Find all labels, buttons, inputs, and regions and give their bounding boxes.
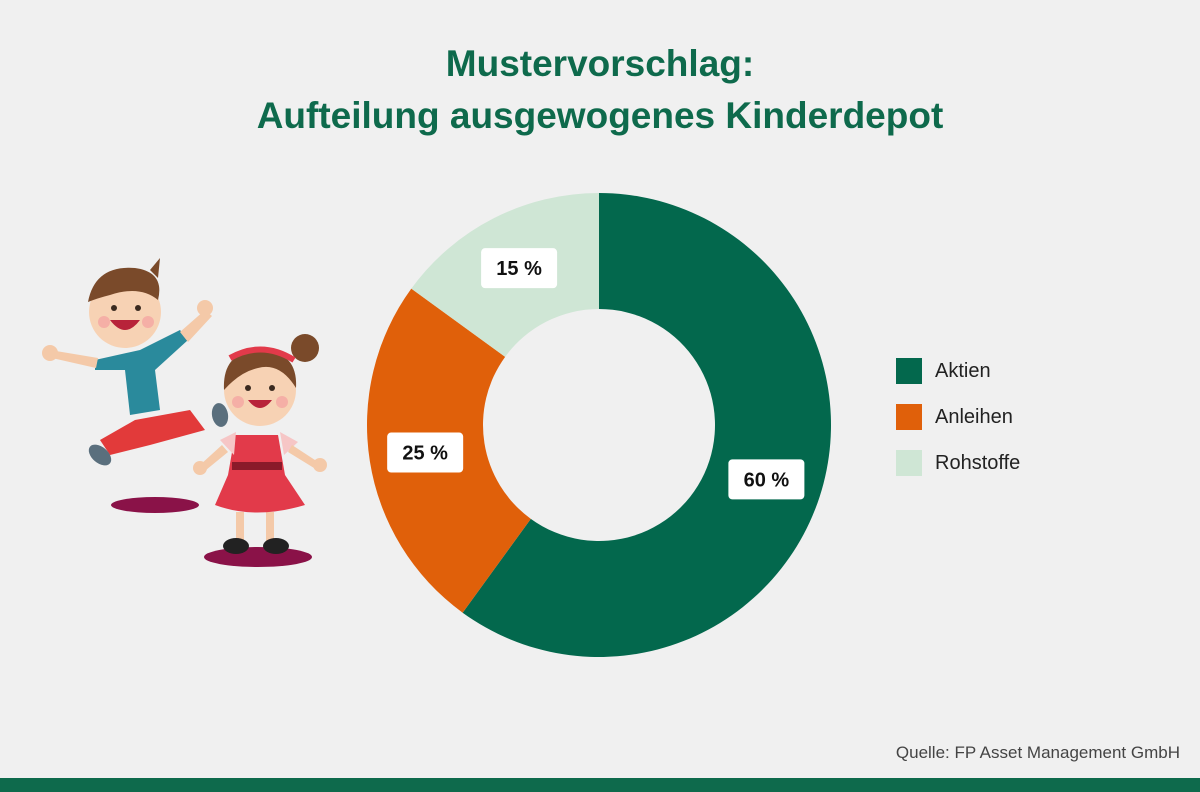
- svg-text:60 %: 60 %: [744, 469, 790, 491]
- legend-item-anleihen: Anleihen: [896, 394, 1020, 440]
- svg-text:15 %: 15 %: [496, 258, 542, 280]
- title-line-2: Aufteilung ausgewogenes Kinderdepot: [256, 95, 944, 136]
- legend-label: Anleihen: [935, 405, 1013, 428]
- legend-swatch: [896, 404, 922, 430]
- legend-label: Aktien: [935, 359, 991, 382]
- svg-text:25 %: 25 %: [402, 443, 448, 465]
- title-line-1: Mustervorschlag:: [445, 43, 755, 84]
- legend-swatch: [896, 358, 922, 384]
- value-label-aktien: 60 %: [728, 459, 805, 500]
- source-note: Quelle: FP Asset Management GmbH: [895, 743, 1180, 762]
- slice-aktien: [462, 193, 832, 658]
- chart-title: Mustervorschlag: Aufteilung ausgewogenes…: [0, 38, 1200, 142]
- legend-item-rohstoffe: Rohstoffe: [896, 440, 1020, 486]
- legend-label: Rohstoffe: [935, 451, 1021, 474]
- girl-figure: [193, 334, 327, 554]
- children-jumping-illustration: [42, 258, 327, 567]
- legend-item-aktien: Aktien: [896, 348, 1020, 394]
- boy-figure: [42, 258, 229, 466]
- value-label-rohstoffe: 15 %: [481, 248, 558, 289]
- legend-swatch: [896, 450, 922, 476]
- bottom-accent-bar: [0, 778, 1200, 792]
- chart-legend: Aktien Anleihen Rohstoffe: [896, 348, 1020, 486]
- value-label-anleihen: 25 %: [387, 432, 464, 473]
